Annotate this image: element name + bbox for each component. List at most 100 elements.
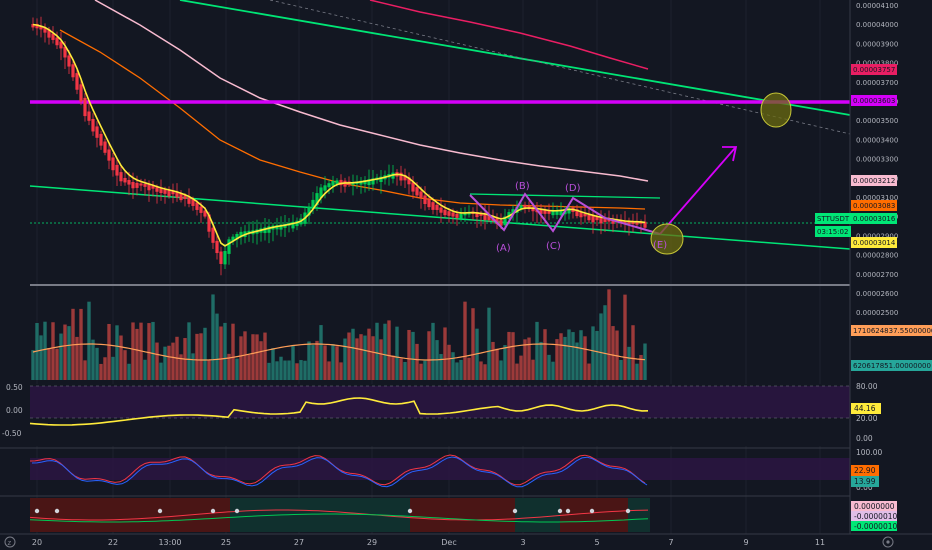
target-ellipse[interactable] (760, 92, 792, 128)
candle-body (547, 210, 551, 214)
triangle-top-line[interactable] (469, 193, 661, 199)
volume-bar (531, 359, 535, 380)
candle-body (59, 41, 63, 49)
volume-bar (127, 363, 131, 380)
macd-histogram-zone (628, 498, 650, 532)
z-logo-icon[interactable] (4, 536, 16, 548)
volume-bar (123, 350, 127, 380)
price-tag-bg (851, 360, 932, 371)
candle-body (307, 206, 311, 216)
ema-slow-line (94, 0, 649, 182)
macd-histogram-zone (590, 498, 628, 532)
price-tag-bg (851, 200, 897, 211)
volume-bar (387, 320, 391, 380)
volume-bar (159, 362, 163, 380)
upper-trendline[interactable] (179, 0, 851, 116)
time-tick-label: 3 (520, 538, 525, 547)
volume-bar (483, 364, 487, 380)
volume-bar (447, 344, 451, 380)
candle-body (203, 210, 207, 217)
candle-body (443, 209, 447, 216)
volume-bar (571, 332, 575, 380)
candle-body (631, 221, 635, 224)
time-tick-label: 29 (367, 538, 377, 547)
candle-body (499, 220, 503, 226)
candle-body (247, 230, 251, 234)
candle-body (279, 224, 283, 230)
candle-body (539, 208, 543, 214)
volume-bar (419, 363, 423, 380)
volume-bar (179, 354, 183, 380)
projection-arrow[interactable] (659, 147, 736, 235)
rsi-right-tick-1: 20.00 (856, 414, 878, 423)
rsi-value-tag (851, 403, 881, 414)
time-tick-label: Dec (441, 538, 456, 547)
volume-bar (271, 348, 275, 380)
volume-bar (635, 363, 639, 380)
candle-body (119, 172, 123, 182)
candle-body (31, 23, 35, 28)
candle-body (351, 182, 355, 185)
lower-trendline[interactable] (29, 185, 851, 250)
volume-bar (491, 341, 495, 380)
candle-body (55, 37, 59, 46)
time-tick-label: 25 (221, 538, 231, 547)
volume-bar (455, 362, 459, 380)
candle-body (379, 176, 383, 182)
macd-histogram-zone (515, 498, 560, 532)
time-tick-label: 5 (594, 538, 599, 547)
macd-value-1: -0.0000010 (854, 512, 897, 521)
stoch-d-line (31, 456, 648, 488)
macd-cross-dot (557, 508, 563, 514)
elliott-wave-path[interactable] (469, 192, 661, 235)
candle-body (127, 180, 131, 185)
wave-label-b: (B) (515, 181, 530, 192)
volume-bar (403, 361, 407, 380)
price-tick-label: 0.00003400 (856, 136, 898, 144)
volume-bar (407, 329, 411, 380)
time-tick-label: 20 (32, 538, 42, 547)
volume-bar (75, 336, 79, 380)
candle-body (591, 215, 595, 223)
price-tag-label: 0.00003016 (853, 215, 896, 223)
gear-icon-center (886, 540, 890, 544)
macd-histogram-zone (55, 498, 165, 532)
macd-cross-dot (589, 508, 595, 514)
price-axis-tags: 0.00003757 0.00003603 0.00003212 0.00003083… (815, 64, 932, 371)
price-tag-bg (815, 226, 851, 237)
macd-cross-dot (512, 508, 518, 514)
candlestick-series (31, 16, 647, 276)
wave-e-ellipse[interactable] (650, 223, 684, 255)
candle-body (567, 208, 571, 214)
price-axis-panel[interactable] (850, 0, 932, 550)
candle-body (459, 213, 463, 219)
volume-bar (99, 363, 103, 380)
volume-bar (51, 322, 55, 380)
z-logo-glyph: z (8, 539, 12, 547)
volume-bar (519, 355, 523, 380)
volume-bar (31, 350, 35, 380)
macd-cross-dot (157, 508, 163, 514)
candle-body (503, 216, 507, 226)
candle-body (139, 183, 143, 186)
gear-icon[interactable] (882, 536, 894, 548)
volume-bar (427, 331, 431, 380)
candle-body (103, 141, 107, 153)
volume-bar (267, 362, 271, 380)
volume-bar (643, 343, 647, 380)
volume-bar (579, 330, 583, 380)
volume-bar (279, 356, 283, 380)
candle-body (91, 118, 95, 132)
candle-body (191, 199, 195, 206)
volume-bar (247, 354, 251, 380)
volume-bar (103, 357, 107, 380)
volume-bar (55, 348, 59, 380)
candle-body (483, 213, 487, 220)
volume-bar (135, 328, 139, 380)
price-tag-bg (815, 213, 851, 224)
price-tag-label: 0.00003603 (853, 97, 895, 105)
rsi-left-tick-1: 0.00 (6, 406, 23, 415)
volume-bar (559, 333, 563, 380)
macd-signal-line (29, 513, 649, 523)
